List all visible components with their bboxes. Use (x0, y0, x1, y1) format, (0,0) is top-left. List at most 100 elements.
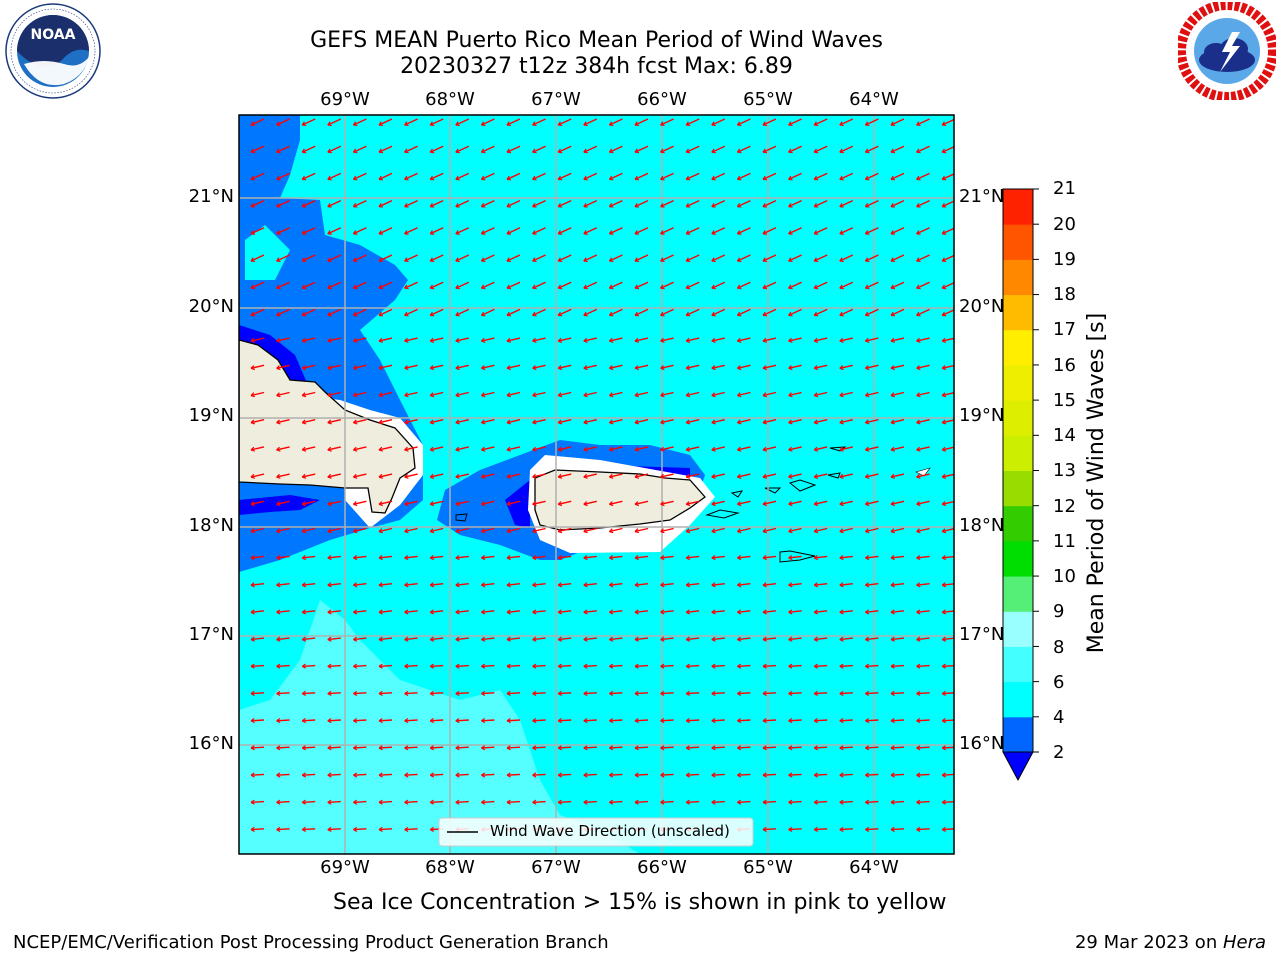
wind-wave-arrow (558, 500, 572, 505)
wind-wave-arrowhead (634, 772, 639, 778)
wind-wave-arrowhead (634, 799, 639, 805)
wind-wave-arrowhead (813, 799, 819, 805)
wind-wave-arrow (634, 773, 649, 776)
wind-wave-arrowhead (916, 772, 921, 778)
wind-wave-arrowhead (404, 392, 409, 398)
wind-wave-arrow (481, 145, 495, 153)
map-frame (238, 114, 955, 855)
wind-wave-arrow (276, 637, 290, 641)
wind-wave-arrowhead (762, 745, 767, 751)
wind-wave-arrowhead (813, 284, 819, 290)
wind-wave-arrowhead (941, 311, 947, 317)
wind-wave-arrow (532, 172, 546, 181)
wind-wave-arrowhead (583, 257, 588, 263)
wind-wave-arrowhead (608, 202, 614, 208)
wind-wave-arrow (916, 527, 930, 533)
wind-wave-arrow (634, 610, 649, 614)
wind-wave-arrow (762, 828, 777, 831)
wind-wave-arrow (506, 555, 521, 559)
wind-wave-arrow (430, 610, 444, 614)
wind-wave-arrowhead (839, 121, 844, 127)
wind-wave-arrowhead (864, 337, 870, 343)
wind-wave-arrowhead (660, 582, 665, 588)
wind-wave-arrowhead (532, 175, 537, 181)
wind-wave-arrow (737, 773, 751, 776)
wind-wave-arrow (865, 719, 879, 722)
wind-wave-arrowhead (506, 230, 512, 235)
wind-wave-arrowhead (276, 230, 281, 235)
wind-wave-arrow (250, 637, 265, 641)
wind-wave-arrowhead (429, 419, 435, 425)
wind-wave-arrow (609, 719, 623, 722)
footer-credit: NCEP/EMC/Verification Post Processing Pr… (13, 932, 609, 953)
wind-wave-arrowhead (609, 636, 614, 642)
wind-wave-arrow (813, 254, 828, 262)
wind-wave-arrowhead (301, 419, 307, 425)
wind-wave-arrow (404, 337, 418, 342)
wind-wave-arrowhead (609, 772, 614, 778)
wind-wave-arrow (890, 364, 905, 369)
wind-wave-arrowhead (353, 772, 358, 778)
wind-wave-arrow (916, 227, 930, 235)
wind-wave-arrowhead (276, 202, 281, 208)
wind-wave-arrowhead (788, 745, 793, 751)
wind-wave-arrowhead (737, 555, 742, 561)
wind-wave-arrow (609, 118, 623, 126)
wind-wave-arrow (788, 254, 802, 262)
wind-wave-arrow (660, 637, 674, 641)
wind-wave-arrow (378, 364, 393, 369)
wind-wave-arrow (481, 610, 495, 614)
wind-wave-arrowhead (941, 284, 947, 290)
contour-under-2s-pr-west (505, 480, 530, 528)
wind-wave-arrow (532, 118, 546, 126)
wind-wave-arrowhead (301, 555, 307, 561)
wind-wave-arrow (455, 446, 469, 451)
wind-wave-arrow (737, 364, 751, 369)
wind-wave-arrowhead (608, 148, 614, 154)
wind-wave-arrowhead (327, 826, 332, 832)
wind-wave-arrowhead (941, 230, 947, 235)
wind-wave-arrowhead (557, 392, 563, 398)
wind-wave-arrow (583, 500, 597, 505)
wind-wave-arrow (378, 172, 393, 181)
wind-wave-arrowhead (890, 230, 896, 235)
wind-wave-arrow (916, 118, 930, 126)
wind-wave-arrow (634, 500, 649, 505)
wind-wave-arrow (583, 172, 598, 181)
wind-wave-arrow (430, 473, 444, 478)
wind-wave-arrow (686, 719, 700, 722)
wind-wave-arrowhead (455, 337, 460, 343)
wind-wave-arrow (302, 419, 316, 424)
lat-label-right: 16°N (959, 733, 1005, 754)
wind-wave-arrowhead (839, 718, 844, 724)
wind-wave-arrowhead (404, 473, 409, 479)
wind-wave-arrow (532, 500, 546, 505)
wind-wave-arrow (660, 419, 674, 424)
wind-wave-arrow (404, 308, 418, 317)
wind-wave-arrow (302, 527, 316, 533)
wind-wave-arrow (353, 555, 367, 559)
wind-wave-arrowhead (455, 799, 460, 805)
wind-wave-arrowhead (506, 419, 511, 425)
wind-wave-arrowhead (301, 257, 307, 263)
wind-wave-arrowhead (455, 473, 460, 479)
wind-wave-arrowhead (634, 636, 639, 642)
wind-wave-arrowhead (916, 663, 921, 669)
wind-wave-arrow (532, 308, 546, 317)
wind-wave-arrowhead (557, 446, 563, 452)
wind-wave-arrowhead (916, 555, 921, 561)
wind-wave-arrow (276, 610, 290, 614)
wind-wave-arrowhead (250, 202, 256, 208)
wind-wave-arrow (404, 419, 418, 424)
wind-wave-arrow (813, 199, 828, 208)
lat-label-left: 16°N (188, 733, 234, 754)
wind-wave-arrow (558, 555, 572, 559)
wind-wave-arrow (686, 337, 700, 342)
wind-wave-arrow (327, 199, 342, 208)
wind-wave-arrowhead (890, 446, 895, 452)
wind-wave-arrowhead (583, 337, 588, 343)
wind-wave-arrow (711, 555, 725, 559)
wind-wave-arrowhead (532, 663, 537, 669)
wind-wave-arrowhead (250, 311, 256, 317)
wind-wave-arrow (558, 527, 572, 533)
